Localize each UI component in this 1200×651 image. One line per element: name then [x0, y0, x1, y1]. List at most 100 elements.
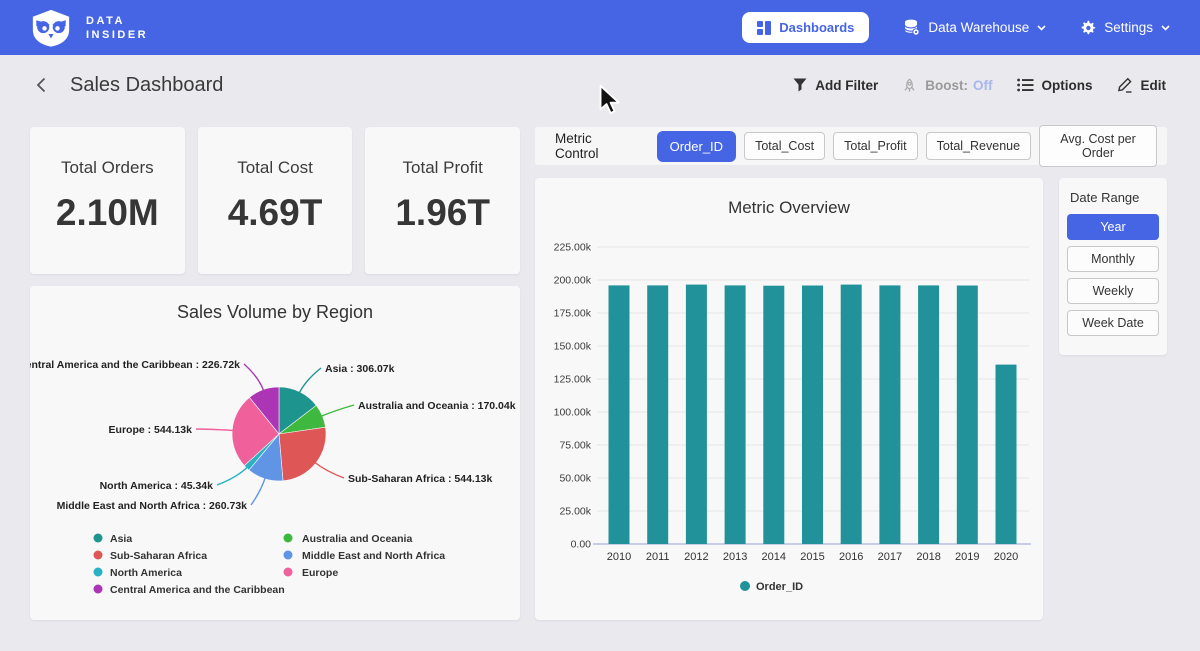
- pie-label-line: [299, 368, 321, 394]
- y-tick-label: 25.00k: [559, 506, 591, 518]
- y-tick-label: 100.00k: [554, 407, 592, 419]
- edit-label: Edit: [1141, 78, 1167, 93]
- settings-menu[interactable]: Settings: [1080, 20, 1170, 36]
- kpi-card-total-cost: Total Cost 4.69T: [198, 127, 353, 274]
- metric-button-order-id[interactable]: Order_ID: [657, 131, 736, 162]
- legend-dot: [740, 581, 750, 591]
- pie-label-line: [196, 429, 234, 431]
- legend-dot: [94, 568, 103, 577]
- bar-2016[interactable]: [841, 285, 862, 544]
- y-tick-label: 225.00k: [554, 242, 592, 254]
- x-tick-label: 2013: [723, 551, 747, 563]
- y-tick-label: 175.00k: [554, 308, 592, 320]
- date-range-panel: Date Range Year Monthly Weekly Week Date: [1059, 178, 1167, 355]
- date-range-button-monthly[interactable]: Monthly: [1067, 246, 1159, 272]
- kpi-label: Total Cost: [198, 158, 353, 178]
- x-tick-label: 2012: [684, 551, 708, 563]
- bar-chart: 0.0025.00k50.00k75.00k100.00k125.00k150.…: [535, 178, 1043, 620]
- data-warehouse-menu[interactable]: Data Warehouse: [903, 19, 1046, 36]
- pie-slice-sub-saharan-africa[interactable]: [279, 427, 326, 481]
- dashboards-button[interactable]: Dashboards: [742, 12, 869, 43]
- boost-toggle[interactable]: Boost: Off: [902, 78, 992, 93]
- settings-label: Settings: [1104, 20, 1153, 35]
- date-range-button-week-date[interactable]: Week Date: [1067, 310, 1159, 336]
- bar-2010[interactable]: [609, 285, 630, 544]
- brand-logo[interactable]: DATA INSIDER: [30, 9, 148, 47]
- legend-dot: [284, 534, 293, 543]
- pie-chart: Asia : 306.07kAustralia and Oceania : 17…: [30, 286, 520, 620]
- legend-dot: [94, 551, 103, 560]
- y-tick-label: 75.00k: [559, 440, 591, 452]
- bar-2014[interactable]: [763, 286, 784, 544]
- pie-legend-item-asia[interactable]: Asia: [94, 533, 133, 545]
- bar-legend-item-order-id[interactable]: Order_ID: [740, 581, 803, 593]
- list-options-icon: [1017, 78, 1034, 92]
- date-range-label: Date Range: [1070, 190, 1159, 205]
- logo-line-1: DATA: [86, 14, 148, 28]
- metric-button-total-revenue[interactable]: Total_Revenue: [926, 132, 1031, 160]
- boost-label: Boost:: [925, 78, 968, 93]
- bar-2015[interactable]: [802, 286, 823, 545]
- kpi-value: 4.69T: [198, 192, 353, 234]
- chevron-down-icon: [1161, 25, 1170, 31]
- legend-dot: [94, 585, 103, 594]
- kpi-label: Total Orders: [30, 158, 185, 178]
- x-tick-label: 2011: [646, 551, 670, 563]
- metric-button-total-profit[interactable]: Total_Profit: [833, 132, 918, 160]
- pie-legend-item-middle-east-and-north-africa[interactable]: Middle East and North Africa: [284, 550, 446, 562]
- y-tick-label: 50.00k: [559, 473, 591, 485]
- bar-chart-card: Metric Overview 0.0025.00k50.00k75.00k10…: [535, 178, 1043, 620]
- pie-label-line: [314, 462, 344, 478]
- owl-logo-icon: [30, 9, 72, 47]
- bar-2020[interactable]: [996, 365, 1017, 544]
- pie-label-asia: Asia : 306.07k: [325, 363, 395, 375]
- rocket-icon: [902, 78, 917, 93]
- metric-button-total-cost[interactable]: Total_Cost: [744, 132, 825, 160]
- chevron-down-icon: [1037, 25, 1046, 31]
- date-range-buttons: Year Monthly Weekly Week Date: [1067, 214, 1159, 336]
- date-range-button-year[interactable]: Year: [1067, 214, 1159, 240]
- add-filter-button[interactable]: Add Filter: [793, 78, 878, 93]
- bar-2012[interactable]: [686, 285, 707, 544]
- pie-legend-item-europe[interactable]: Europe: [284, 567, 339, 579]
- x-tick-label: 2017: [878, 551, 902, 563]
- legend-label: Sub-Saharan Africa: [110, 550, 207, 562]
- app-root: DATA INSIDER Dashboards: [0, 0, 1200, 651]
- pie-legend-item-north-america[interactable]: North America: [94, 567, 183, 579]
- date-range-button-weekly[interactable]: Weekly: [1067, 278, 1159, 304]
- back-button[interactable]: [34, 75, 48, 95]
- metric-control-buttons: Order_ID Total_Cost Total_Profit Total_Reve…: [657, 125, 1157, 167]
- bar-2013[interactable]: [725, 285, 746, 544]
- options-button[interactable]: Options: [1017, 78, 1093, 93]
- bar-2017[interactable]: [879, 285, 900, 544]
- pie-label-line: [217, 467, 248, 486]
- bar-2019[interactable]: [957, 286, 978, 545]
- pie-label-europe: Europe : 544.13k: [109, 424, 193, 436]
- pie-label-line: [251, 477, 266, 505]
- legend-label: Central America and the Caribbean: [110, 584, 285, 596]
- legend-label: Europe: [302, 567, 338, 579]
- legend-label: North America: [110, 567, 182, 579]
- legend-dot: [284, 551, 293, 560]
- metric-button-avg-cost-per-order[interactable]: Avg. Cost per Order: [1039, 125, 1157, 167]
- bar-2018[interactable]: [918, 285, 939, 544]
- x-tick-label: 2019: [955, 551, 979, 563]
- pie-chart-card: Sales Volume by Region Asia : 306.07k Aus…: [30, 286, 520, 620]
- x-tick-label: 2015: [800, 551, 824, 563]
- edit-button[interactable]: Edit: [1117, 77, 1167, 93]
- boost-state: Off: [973, 78, 993, 93]
- pie-chart-title: Sales Volume by Region: [30, 302, 520, 323]
- pie-legend-item-central-america-and-the-caribbean[interactable]: Central America and the Caribbean: [94, 584, 285, 596]
- pie-legend-item-australia-and-oceania[interactable]: Australia and Oceania: [284, 533, 413, 545]
- dashboards-label: Dashboards: [779, 20, 854, 35]
- header-actions: Add Filter Boost: Off Options: [793, 77, 1166, 93]
- legend-dot: [284, 568, 293, 577]
- pie-legend-item-sub-saharan-africa[interactable]: Sub-Saharan Africa: [94, 550, 208, 562]
- database-icon: [903, 19, 920, 36]
- data-warehouse-label: Data Warehouse: [928, 20, 1029, 35]
- x-tick-label: 2020: [994, 551, 1018, 563]
- navbar-menu: Dashboards Data Warehouse: [742, 12, 1170, 43]
- legend-label: Australia and Oceania: [302, 533, 412, 545]
- bar-2011[interactable]: [647, 285, 668, 544]
- y-tick-label: 200.00k: [554, 275, 592, 287]
